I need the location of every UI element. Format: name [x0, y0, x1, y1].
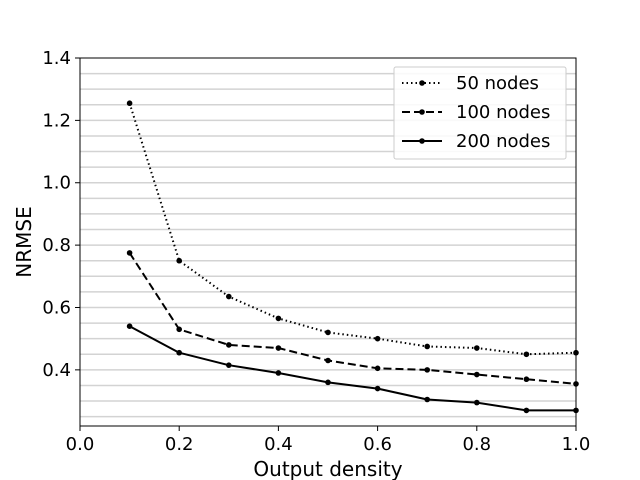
y-tick-label: 1.0: [42, 173, 71, 194]
data-point: [424, 367, 431, 373]
data-point: [474, 371, 480, 378]
data-point: [126, 100, 133, 107]
data-point: [474, 345, 480, 351]
data-point: [523, 407, 530, 414]
data-point: [226, 342, 232, 348]
legend-marker: [419, 109, 425, 115]
data-point: [275, 315, 282, 322]
data-point: [275, 345, 282, 351]
y-axis-label: NRMSE: [12, 206, 36, 277]
series-lines: [126, 100, 579, 414]
axis-ticks: 0.0 0.2 0.4 0.6 0.8 1.0 0.4 0.6 0.8 1.0 1.2 1.4: [42, 48, 590, 455]
data-point: [176, 326, 182, 333]
data-point: [275, 370, 282, 376]
data-point: [523, 376, 530, 383]
series-line: [128, 252, 577, 385]
y-tick-label: 0.8: [42, 235, 71, 256]
y-tick-label: 0.6: [42, 297, 71, 318]
legend-box: [393, 66, 567, 160]
legend-marker: [419, 138, 425, 144]
data-point: [374, 335, 381, 342]
x-tick-label: 1.0: [562, 434, 591, 455]
data-point: [374, 365, 381, 372]
data-point: [474, 399, 480, 406]
series-dashed: [126, 250, 579, 387]
data-point: [176, 349, 182, 356]
legend-marker: [419, 80, 425, 86]
legend-label: 100 nodes: [456, 102, 550, 123]
series-dotted: [126, 100, 579, 358]
data-point: [424, 343, 431, 350]
series-solid: [126, 323, 579, 414]
x-tick-label: 0.0: [66, 434, 95, 455]
legend-entry: 50 nodes: [402, 73, 539, 94]
data-point: [176, 257, 182, 264]
data-point: [325, 379, 331, 386]
x-tick-label: 0.4: [264, 434, 293, 455]
y-tick-label: 1.4: [42, 48, 71, 69]
data-point: [424, 396, 431, 403]
data-point: [126, 250, 133, 256]
legend-entries: 50 nodes 100 nodes 200 nodes: [402, 73, 550, 152]
y-tick-label: 1.2: [42, 110, 71, 131]
y-tick-label: 0.4: [42, 360, 71, 381]
legend: 50 nodes 100 nodes 200 nodes: [393, 66, 567, 160]
x-tick-label: 0.6: [363, 434, 392, 455]
data-point: [325, 329, 331, 336]
data-point: [226, 362, 232, 368]
data-point: [226, 293, 232, 300]
plot-area-frame: [79, 57, 577, 427]
legend-entry: 200 nodes: [402, 131, 550, 152]
series-line: [129, 325, 576, 412]
data-point: [325, 357, 331, 364]
x-axis-label: Output density: [253, 457, 402, 480]
x-tick-label: 0.2: [165, 434, 194, 455]
data-point: [374, 385, 381, 392]
legend-entry: 100 nodes: [402, 102, 550, 123]
legend-label: 200 nodes: [456, 131, 550, 152]
legend-label: 50 nodes: [456, 73, 539, 94]
x-tick-label: 0.8: [462, 434, 491, 455]
data-point: [523, 351, 530, 358]
data-point: [126, 323, 133, 330]
